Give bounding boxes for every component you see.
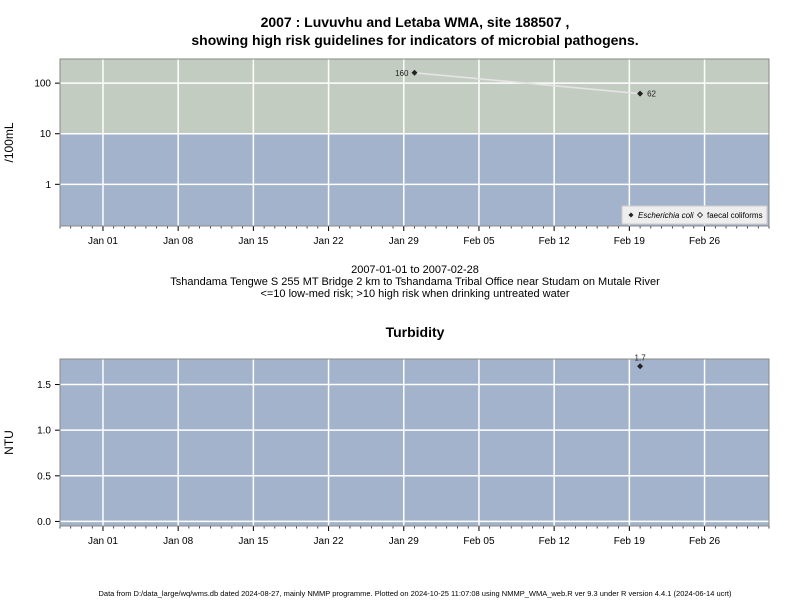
x-tick-label: Feb 26 xyxy=(689,236,721,247)
y-tick-label: 0.0 xyxy=(37,517,51,528)
site-description: Tshandama Tengwe S 255 MT Bridge 2 km to… xyxy=(170,276,660,288)
x-tick-label: Jan 29 xyxy=(389,236,419,247)
x-tick-label: Jan 08 xyxy=(163,236,193,247)
data-label: 62 xyxy=(647,90,656,99)
turbidity-title: Turbidity xyxy=(385,324,445,340)
chart-title-line2: showing high risk guidelines for indicat… xyxy=(191,32,639,48)
y-tick-label: 1.5 xyxy=(37,380,51,391)
x-tick-label: Jan 01 xyxy=(88,236,118,247)
risk-note: <=10 low-med risk; >10 high risk when dr… xyxy=(260,288,570,300)
x-tick-label: Feb 19 xyxy=(614,536,646,547)
plot-frame xyxy=(59,58,770,227)
footer-note: Data from D:/data_large/wq/wms.db dated … xyxy=(98,589,732,598)
x-tick-label: Jan 22 xyxy=(314,236,344,247)
data-label: 1.7 xyxy=(635,353,647,362)
x-tick-label: Jan 08 xyxy=(163,536,193,547)
x-tick-label: Feb 19 xyxy=(614,236,646,247)
date-range: 2007-01-01 to 2007-02-28 xyxy=(351,264,479,276)
series-line xyxy=(414,72,641,95)
plot-frame xyxy=(59,358,770,527)
turbidity-chart: Jan 01 Jan 08 Jan 15 Jan 22 Jan 29 Feb 05 Feb … xyxy=(2,353,770,547)
x-tick-label: Jan 01 xyxy=(88,536,118,547)
x-tick-label: Jan 15 xyxy=(238,536,268,547)
y-axis-label: NTU xyxy=(2,430,16,455)
x-tick-label: Jan 29 xyxy=(389,536,419,547)
x-tick-label: Jan 22 xyxy=(314,536,344,547)
data-label: 160 xyxy=(395,69,409,78)
chart-title-line1: 2007 : Luvuvhu and Letaba WMA, site 1885… xyxy=(260,14,570,30)
y-tick-label: 100 xyxy=(34,79,51,90)
legend-box xyxy=(621,205,768,225)
ecoli-chart: Jan 01 Jan 08 Jan 15 Jan 22 Jan 29 Feb 05 Feb … xyxy=(2,58,770,247)
x-tick-label: Feb 05 xyxy=(463,536,495,547)
y-tick-label: 1 xyxy=(45,180,51,191)
x-tick-label: Jan 15 xyxy=(238,236,268,247)
data-point xyxy=(637,363,644,370)
y-tick-label: 1.0 xyxy=(37,426,51,437)
legend-entry-ecoli: Escherichia coli xyxy=(638,211,694,220)
y-tick-label: 0.5 xyxy=(37,471,51,482)
x-tick-label: Feb 26 xyxy=(689,536,721,547)
data-point xyxy=(411,69,418,76)
legend-marker-ecoli xyxy=(628,212,634,218)
data-point xyxy=(637,90,644,97)
legend-marker-faecal xyxy=(696,211,704,219)
legend-entry-faecal: faecal coliforms xyxy=(707,211,763,220)
x-tick-label: Feb 12 xyxy=(539,536,571,547)
x-tick-label: Feb 12 xyxy=(539,236,571,247)
x-tick-label: Feb 05 xyxy=(463,236,495,247)
y-axis-label: /100mL xyxy=(2,122,16,162)
y-tick-label: 10 xyxy=(40,129,52,140)
